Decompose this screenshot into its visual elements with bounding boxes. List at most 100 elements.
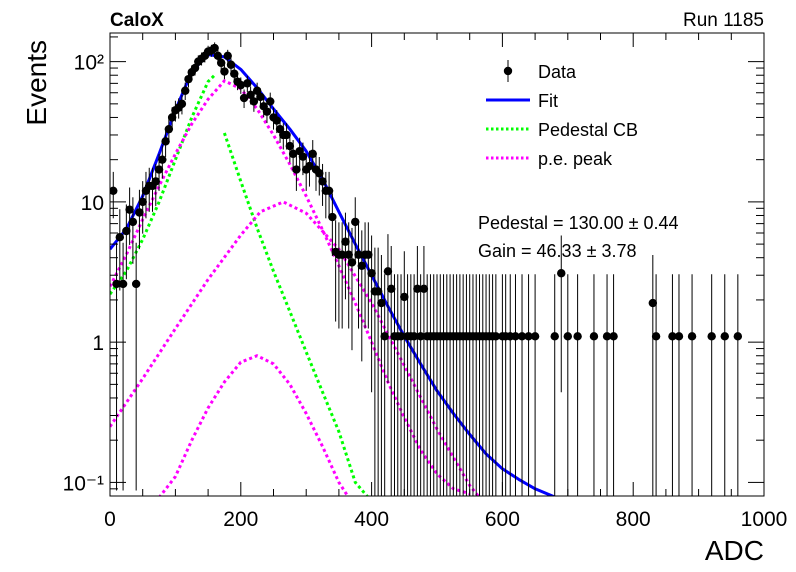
data-point (380, 332, 389, 341)
data-point (413, 284, 422, 294)
data-point (344, 250, 353, 259)
y-tick-label: 1 (92, 332, 104, 355)
data-point (328, 212, 337, 222)
data-point (112, 279, 121, 289)
data-point (491, 332, 501, 341)
data-point (298, 152, 308, 161)
data-point (419, 284, 429, 294)
data-point (282, 130, 291, 140)
data-point (288, 149, 298, 159)
data-point (573, 332, 582, 341)
data-point (557, 269, 566, 278)
data-point (396, 332, 406, 341)
data-point (122, 226, 131, 236)
data-point (337, 250, 347, 259)
data-point (239, 93, 249, 103)
data-point (167, 113, 177, 122)
data-point (213, 51, 223, 61)
data-point (236, 80, 245, 90)
data-point (135, 208, 144, 217)
data-point (609, 332, 618, 341)
legend-data-label: Data (538, 62, 577, 82)
data-point (292, 165, 301, 174)
data-point (226, 60, 236, 69)
data-point (530, 332, 540, 341)
legend-data-marker (503, 66, 513, 76)
data-point (246, 90, 255, 100)
x-tick-label: 200 (223, 508, 258, 531)
run-label: Run 1185 (683, 10, 764, 31)
x-tick-label: 800 (616, 508, 651, 531)
data-point (373, 287, 383, 296)
data-point (164, 124, 174, 134)
data-point (674, 332, 684, 341)
data-point (115, 233, 125, 242)
data-point (308, 149, 317, 159)
data-point (118, 279, 128, 289)
data-point (305, 161, 314, 171)
data-point (177, 99, 187, 109)
data-point (262, 107, 272, 116)
data-point (651, 332, 661, 341)
legend-ped-label: Pedestal CB (538, 120, 638, 140)
data-point (668, 332, 677, 341)
data-point (602, 332, 612, 341)
data-point (707, 332, 716, 341)
pedestal-cb-curve (110, 74, 216, 295)
data-point (138, 197, 147, 207)
data-point (351, 217, 360, 227)
y-tick-label: 10² (74, 52, 104, 75)
data-point (400, 292, 409, 302)
x-tick-label: 0 (104, 508, 116, 531)
data-point (648, 298, 658, 308)
y-axis-title: Events (21, 40, 52, 126)
data-point (318, 177, 327, 186)
data-point (161, 137, 170, 146)
data-point (210, 43, 219, 53)
y-tick-label: 10 (81, 192, 104, 215)
data-point (190, 63, 200, 73)
data-point (524, 332, 533, 341)
data-point (128, 217, 138, 227)
data-point (377, 298, 386, 308)
data-point (243, 79, 252, 88)
data-point (550, 332, 559, 341)
data-point (223, 51, 232, 61)
data-point (230, 69, 239, 78)
data-point (110, 186, 118, 195)
data-point (252, 86, 262, 95)
data-point (158, 155, 167, 164)
legend-pe-label: p.e. peak (538, 149, 613, 169)
data-point (324, 186, 334, 195)
data-point (367, 269, 376, 278)
x-tick-label: 400 (354, 508, 389, 531)
y-tick-label: 10⁻¹ (63, 472, 104, 495)
data-point (589, 332, 599, 341)
data-point (154, 165, 164, 174)
pe-peak-curve (158, 354, 350, 496)
pe-peak-curve (110, 79, 471, 496)
data-point (249, 97, 259, 106)
data-point (315, 169, 324, 178)
data-point (409, 332, 419, 341)
legend-fit-label: Fit (538, 91, 558, 111)
data-point (256, 92, 265, 102)
gain-result: Gain = 46.33 ± 3.78 (478, 241, 637, 261)
data-point (341, 237, 350, 246)
data-point (733, 332, 743, 341)
data-point (511, 332, 520, 341)
data-point (181, 86, 190, 95)
legend: Data Fit Pedestal CB p.e. peak (486, 60, 638, 169)
experiment-label: CaloX (110, 10, 164, 31)
x-tick-label: 1000 (741, 508, 788, 531)
data-point (357, 261, 366, 271)
x-tick-label: 600 (485, 508, 520, 531)
data-point (720, 332, 729, 341)
data-point (383, 267, 393, 276)
data-point (266, 97, 275, 106)
data-point (347, 258, 357, 267)
data-point (272, 116, 281, 125)
axes: 0 200 400 600 800 1000 10⁻¹ 1 10 10² (63, 33, 788, 531)
pe-peak-curve (110, 200, 481, 496)
